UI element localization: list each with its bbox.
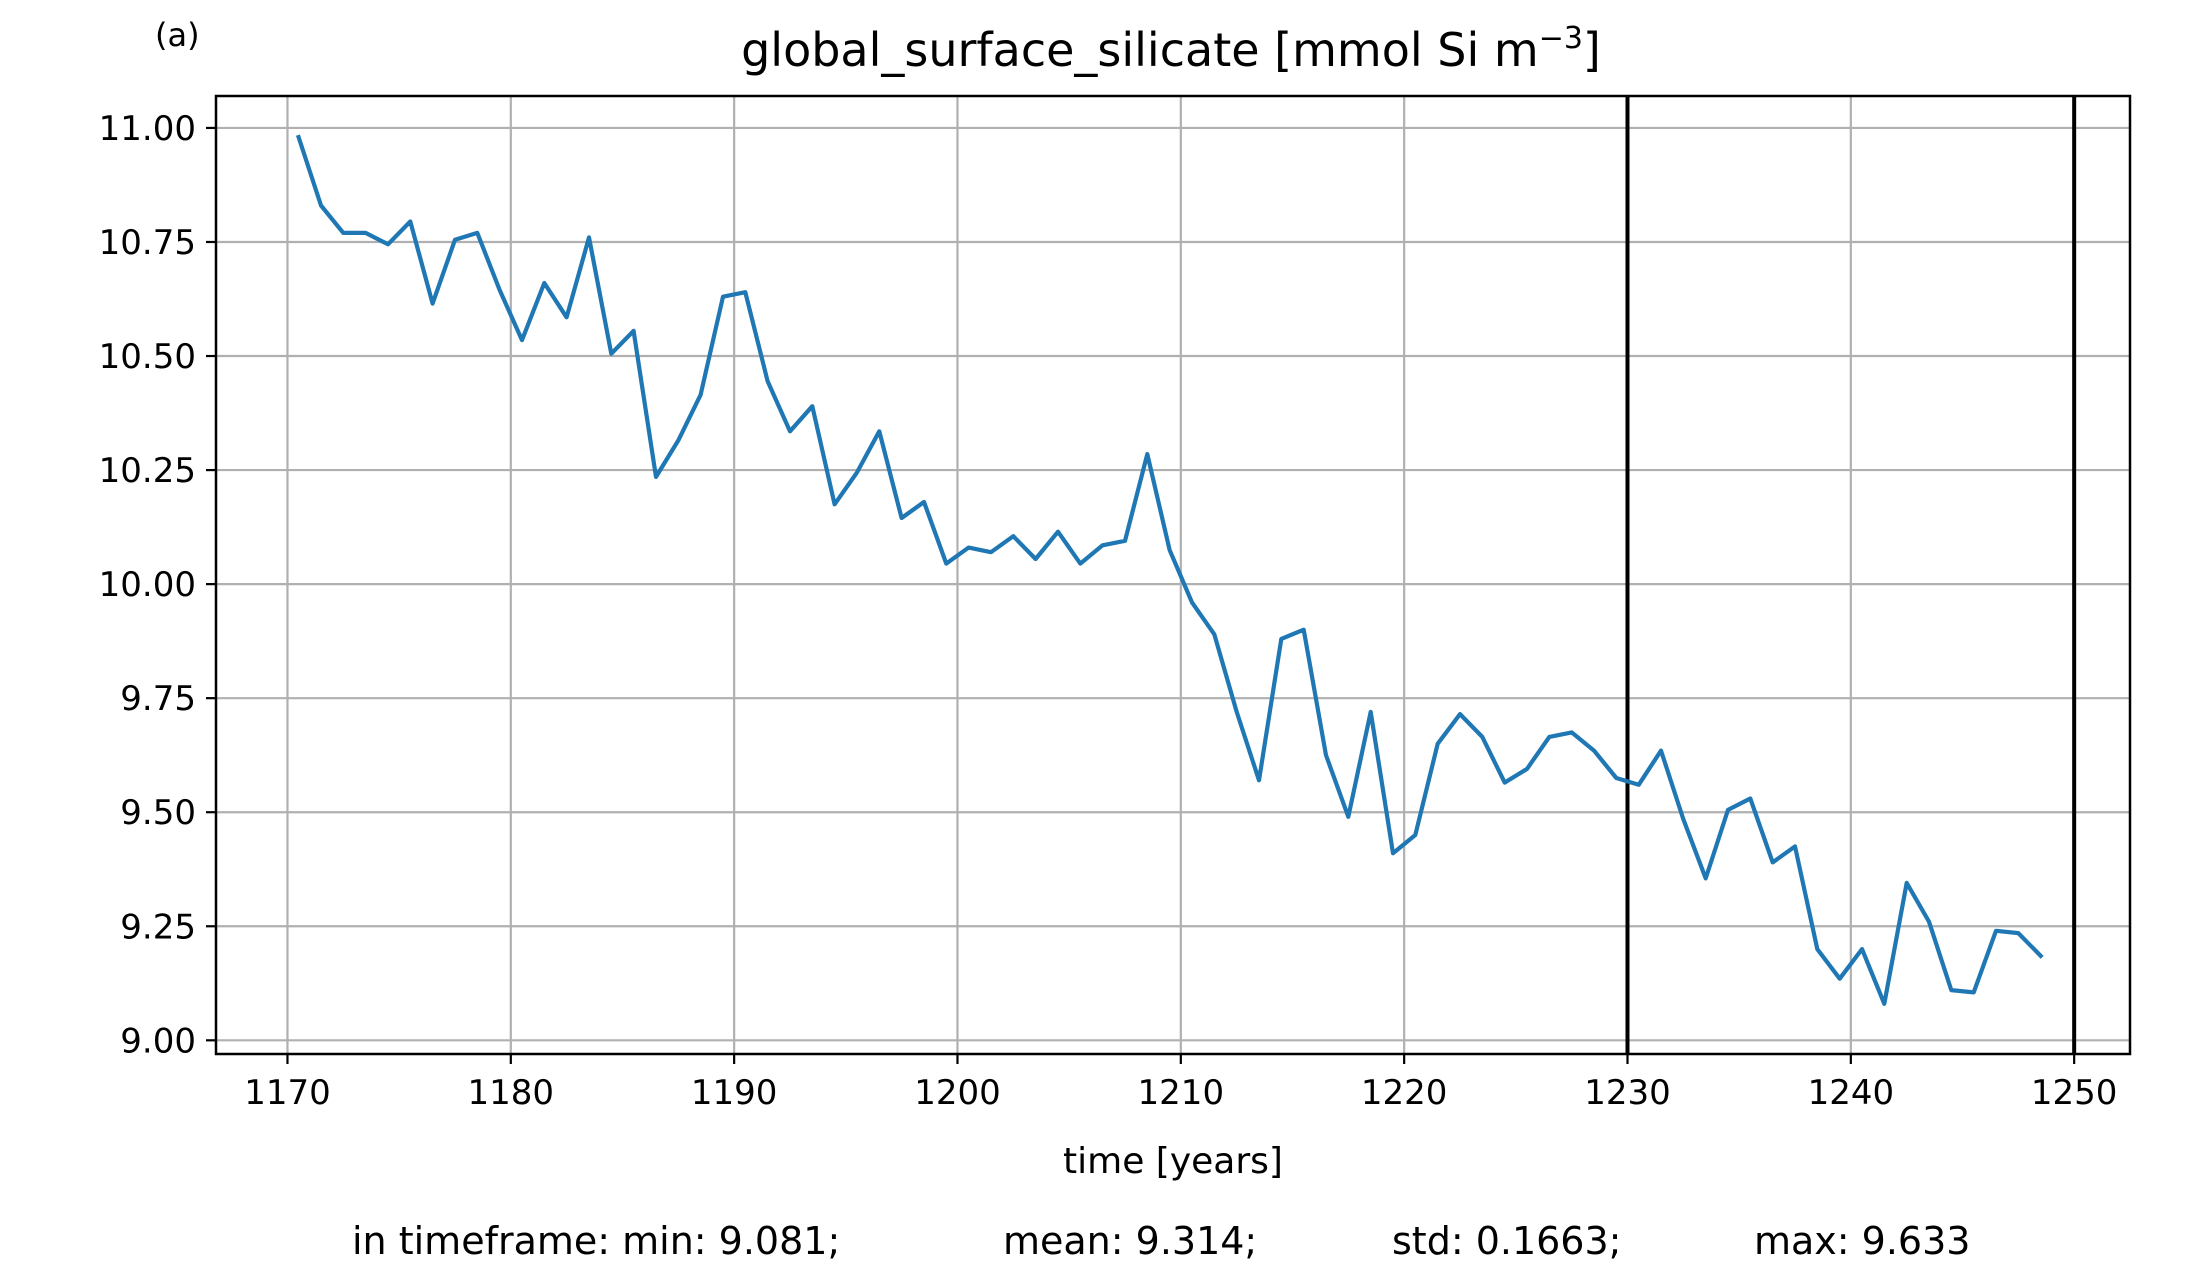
x-tick-label: 1220 [1361, 1073, 1448, 1113]
x-tick-label: 1170 [244, 1073, 331, 1113]
x-tick-label: 1180 [468, 1073, 555, 1113]
y-axis-ticks: 9.00 9.25 9.50 9.75 10.00 10.25 10.50 10.75 11.0… [99, 109, 216, 1061]
x-tick-label: 1210 [1138, 1073, 1225, 1113]
y-tick-label: 10.75 [99, 223, 196, 263]
y-tick-label: 9.75 [120, 679, 196, 719]
y-tick-label: 10.00 [99, 565, 196, 605]
y-tick-label: 9.00 [120, 1021, 196, 1061]
y-tick-label: 11.00 [99, 109, 196, 149]
x-tick-label: 1190 [691, 1073, 778, 1113]
y-tick-label: 9.50 [120, 793, 196, 833]
stats-mean: mean: 9.314; [1003, 1219, 1257, 1263]
x-tick-label: 1240 [1808, 1073, 1895, 1113]
stats-max: max: 9.633 [1754, 1219, 1970, 1263]
series-layer [295, 134, 2044, 1006]
y-tick-label: 10.50 [99, 337, 196, 377]
stats-min: in timeframe: min: 9.081; [352, 1219, 840, 1263]
series-line [295, 134, 2044, 1006]
x-tick-label: 1250 [2031, 1073, 2118, 1113]
stats-std: std: 0.1663; [1392, 1219, 1621, 1263]
marker-lines [1625, 96, 2077, 1054]
x-tick-label: 1230 [1584, 1073, 1671, 1113]
x-tick-label: 1200 [914, 1073, 1001, 1113]
x-axis-label: time [years] [1063, 1141, 1283, 1182]
stats-line: in timeframe: min: 9.081; mean: 9.314; s… [352, 1219, 1970, 1263]
y-tick-label: 9.25 [120, 907, 196, 947]
y-tick-label: 10.25 [99, 451, 196, 491]
chart-title: global_surface_silicate [mmol Si m−3] [741, 21, 1601, 77]
x-axis-ticks: 1170 1180 1190 1200 1210 1220 1230 1240 1250 [244, 1054, 2117, 1113]
panel-label: (a) [155, 16, 200, 54]
plot-frame [214, 94, 2132, 1056]
